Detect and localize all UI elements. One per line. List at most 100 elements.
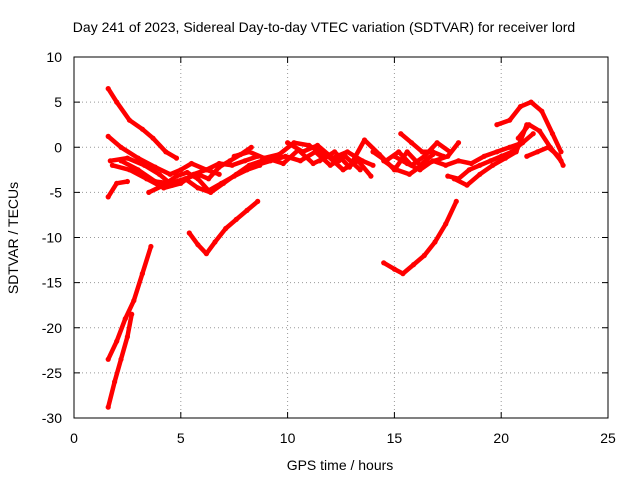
data-point [432,239,438,245]
x-tick-label: 20 [493,430,509,446]
data-point [139,126,145,132]
data-point [381,260,387,266]
data-point [105,133,111,139]
data-point [391,153,397,159]
data-point [430,158,436,164]
data-point [167,171,173,177]
data-point [150,135,156,141]
data-point [507,117,513,123]
data-point [370,162,376,168]
data-point [231,153,237,159]
data-point [517,104,524,110]
data-point [310,160,316,167]
data-point [178,167,184,173]
data-point [248,144,254,150]
data-point [317,158,323,164]
data-point [244,167,250,173]
data-point [344,149,350,155]
data-point [203,167,209,173]
data-point [231,173,237,179]
data-point [195,185,201,191]
data-point [421,252,427,259]
data-point [114,99,120,105]
data-point [368,173,374,179]
data-point [443,221,449,227]
data-point [346,164,353,170]
data-point [297,158,303,164]
data-point [381,158,387,164]
data-point [507,144,513,150]
data-point [332,149,338,155]
grid [74,57,608,418]
data-point [126,117,133,123]
data-point [340,167,346,173]
data-point [118,144,124,150]
data-point [528,99,534,105]
data-point [141,162,148,168]
data-point [359,158,365,164]
data-point [404,160,410,167]
data-point [229,162,235,168]
data-point [216,160,222,167]
chart-title: Day 241 of 2023, Sidereal Day-to-day VTE… [73,19,575,35]
data-point [556,153,562,159]
data-point [515,135,521,141]
data-point [494,149,500,155]
data-point [537,128,543,134]
series-arc-6 [146,163,263,195]
data-point [280,160,286,167]
data-point [524,153,530,159]
data-point [244,207,250,213]
data-point [453,198,459,204]
data-point [411,262,417,268]
data-point [206,188,212,194]
x-tick-label: 0 [70,430,78,446]
data-point [481,153,487,159]
data-point [148,243,154,250]
data-point [357,167,363,173]
data-point [539,108,545,114]
data-point [400,271,406,277]
data-point [393,167,400,173]
data-point [152,178,158,185]
y-tick-label: 10 [46,49,62,65]
data-point [534,149,541,155]
data-point [146,189,152,195]
data-point [109,162,115,168]
data-point [408,140,415,146]
data-point [131,298,137,304]
data-point [186,230,192,236]
axis-ticks: 0 5 10 15 20 25 -30 -25 -20 -15 -10 -5 0 5 10 [42,49,616,446]
data-point [107,158,113,164]
series-arc-11 [231,140,342,164]
data-point [312,149,318,155]
data-point [223,225,229,232]
data-point [490,162,496,168]
data-point [560,162,566,168]
data-point [105,86,111,92]
y-tick-label: -30 [42,410,62,426]
data-point [173,173,180,179]
data-point [139,271,145,277]
data-point [233,216,239,222]
data-point [212,239,218,245]
y-tick-label: -25 [42,365,62,381]
data-point [118,356,124,362]
data-point [451,176,457,182]
y-tick-label: 5 [54,94,62,110]
y-tick-label: -15 [42,275,62,291]
data-point [526,122,532,128]
data-point [124,178,130,185]
data-point [406,171,412,177]
data-point [391,266,397,272]
data-point [195,242,201,248]
data-point [163,149,169,155]
data-point [255,198,261,204]
y-tick-label: 0 [54,139,62,155]
data-point [487,158,494,164]
data-point [455,140,462,146]
data-point [218,180,224,186]
data-point [203,251,209,257]
data-point [549,131,556,137]
